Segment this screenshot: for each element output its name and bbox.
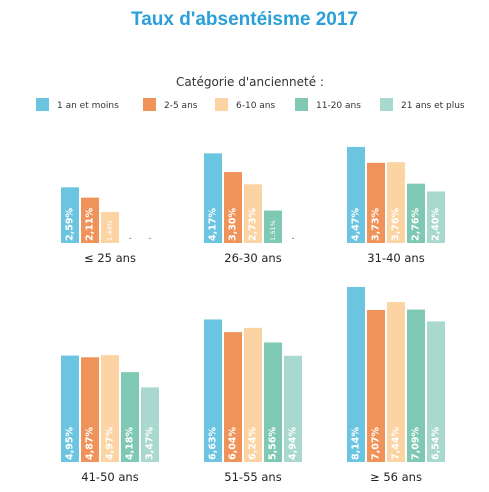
bar-value-label: 2,73% [248, 208, 259, 241]
bar-value-label: 6,63% [208, 427, 219, 460]
bar-value-label: 4,94% [288, 427, 299, 460]
legend-label: 2-5 ans [164, 101, 198, 111]
bar-group: 4,17% 3,30% 2,73% 1,51% . 26-30 ans [204, 153, 295, 265]
group-label: 31-40 ans [367, 251, 424, 265]
bar-groups: 2,59% 2,11% 1,44%. . ≤ 25 ans 4,17% 3,30% 2,73%… [61, 146, 445, 484]
bar [347, 146, 365, 243]
legend-label: 21 ans et plus [401, 101, 465, 111]
legend-item: 11-20 ans [295, 98, 361, 111]
bar [264, 210, 282, 243]
bar-value-label: 4,17% [208, 208, 219, 241]
bar-group: 6,63% 6,04% 6,24% 5,56% 4,94% 51-55 ans [204, 319, 302, 484]
bar-value-label: 2,11% [85, 208, 96, 241]
legend-label: 6-10 ans [236, 101, 276, 111]
bar-value-label: 6,24% [248, 427, 259, 460]
legend-swatch [295, 98, 308, 111]
bar-value-label: 6,54% [431, 427, 442, 460]
legend-label: 1 an et moins [57, 101, 119, 111]
bar-value-label: 2,40% [431, 208, 442, 241]
bar-group: 8,14% 7,07% 7,44% 7,09% 6,54% ≥ 56 ans [347, 286, 445, 484]
bar-value-label: 7,07% [371, 427, 382, 460]
legend-swatch [380, 98, 393, 111]
group-label: ≥ 56 ans [370, 470, 422, 484]
bar-value-label: 4,87% [85, 427, 96, 460]
bar-value-label: 4,47% [351, 208, 362, 241]
bar-value-label: 8,14% [351, 427, 362, 460]
bar-group: 2,59% 2,11% 1,44%. . ≤ 25 ans [61, 187, 152, 265]
bar-value-label: 3,76% [391, 208, 402, 241]
bar [387, 302, 405, 462]
bar-value-label: 3,47% [145, 427, 156, 460]
bar [224, 332, 242, 462]
group-label: 26-30 ans [224, 251, 281, 265]
missing-value-label: . [128, 230, 131, 242]
legend: 1 an et moins 2-5 ans 6-10 ans 11-20 ans 21 … [36, 98, 465, 111]
bar-value-label: 6,04% [228, 427, 239, 460]
legend-swatch [143, 98, 156, 111]
legend-swatch [36, 98, 49, 111]
bar-value-label: 2,59% [65, 208, 76, 241]
bar-value-label: 2,76% [411, 208, 422, 241]
bar-value-label: 3,30% [228, 208, 239, 241]
bar-value-label: 1,44% [106, 220, 114, 241]
bar [61, 187, 79, 243]
bar [81, 197, 99, 243]
legend-item: 6-10 ans [215, 98, 276, 111]
bar [264, 342, 282, 462]
bar [284, 355, 302, 462]
legend-item: 2-5 ans [143, 98, 198, 111]
bar [141, 387, 159, 462]
bar [407, 309, 425, 462]
missing-value-label: . [291, 230, 294, 242]
bar [121, 372, 139, 462]
bar-group: 4,47% 3,73% 3,76% 2,76% 2,40% 31-40 ans [347, 146, 445, 265]
bar [347, 286, 365, 462]
legend-item: 1 an et moins [36, 98, 119, 111]
bar-value-label: 4,97% [105, 427, 116, 460]
bar [101, 355, 119, 462]
bar-value-label: 7,44% [391, 427, 402, 460]
bar [244, 327, 262, 462]
bar [204, 153, 222, 243]
bar [81, 357, 99, 462]
chart-title: Taux d'absentéisme 2017 [131, 9, 358, 30]
bar-group: 4,95% 4,87% 4,97% 4,18% 3,47% 41-50 ans [61, 355, 159, 484]
missing-value-label: . [148, 230, 151, 242]
legend-title: Catégorie d'ancienneté : [176, 75, 324, 89]
bar-value-label: 4,95% [65, 427, 76, 460]
bar [387, 162, 405, 243]
bar [224, 172, 242, 243]
bar [367, 162, 385, 243]
bar [427, 321, 445, 462]
bar [244, 184, 262, 243]
group-label: 41-50 ans [81, 470, 138, 484]
legend-item: 21 ans et plus [380, 98, 465, 111]
bar [101, 212, 119, 243]
bar [407, 183, 425, 243]
bar-value-label: 3,73% [371, 208, 382, 241]
legend-swatch [215, 98, 228, 111]
bar-value-label: 1,51% [269, 220, 277, 241]
bar [204, 319, 222, 462]
group-label: 51-55 ans [224, 470, 281, 484]
legend-label: 11-20 ans [316, 101, 361, 111]
bar [367, 309, 385, 462]
bar [61, 355, 79, 462]
group-label: ≤ 25 ans [84, 251, 136, 265]
bar-value-label: 4,18% [125, 427, 136, 460]
bar-value-label: 5,56% [268, 427, 279, 460]
bar [427, 191, 445, 243]
bar-value-label: 7,09% [411, 427, 422, 460]
